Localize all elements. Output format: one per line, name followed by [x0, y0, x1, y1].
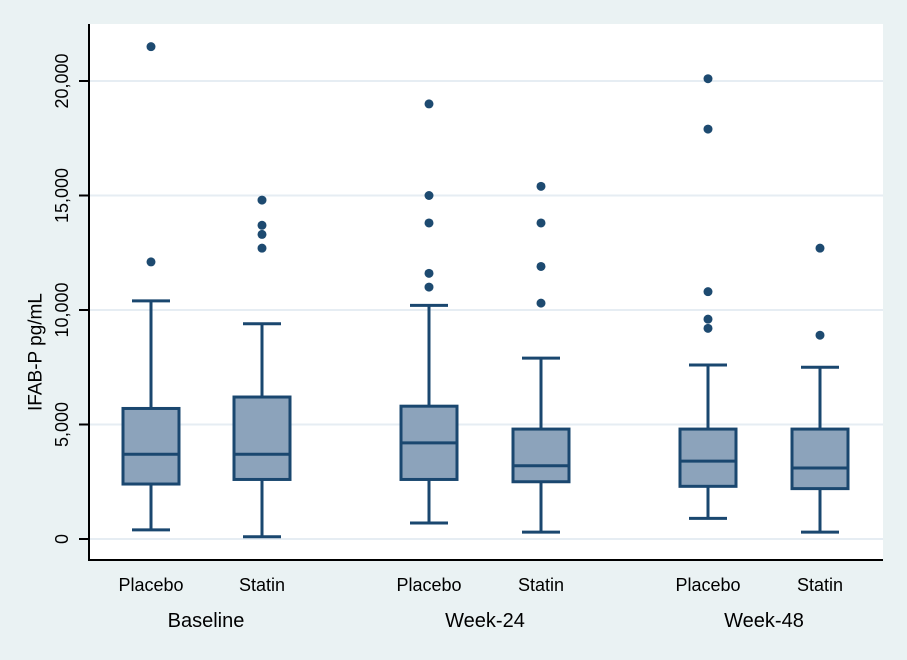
plot-area — [89, 24, 883, 560]
y-tick-label: 10,000 — [52, 282, 72, 337]
y-tick-label: 0 — [52, 534, 72, 544]
group-label-week-24: Week-24 — [445, 610, 525, 632]
outlier-point — [257, 229, 267, 239]
outlier-point — [703, 287, 713, 297]
outlier-point — [703, 323, 713, 333]
outlier-point — [703, 74, 713, 84]
y-tick-label: 5,000 — [52, 402, 72, 447]
outlier-point — [536, 298, 546, 308]
category-label-statin: Statin — [518, 575, 564, 595]
category-label-placebo: Placebo — [118, 575, 183, 595]
iqr-box — [678, 427, 738, 488]
outlier-point — [815, 243, 825, 253]
outlier-point — [536, 218, 546, 228]
iqr-box — [232, 395, 292, 481]
y-tick-label: 15,000 — [52, 168, 72, 223]
outlier-point — [815, 330, 825, 340]
outlier-point — [146, 257, 156, 267]
outlier-point — [146, 42, 156, 52]
iqr-box — [790, 427, 850, 491]
outlier-point — [536, 261, 546, 271]
outlier-point — [424, 191, 434, 200]
outlier-point — [424, 282, 434, 292]
group-label-baseline: Baseline — [168, 610, 245, 632]
outlier-point — [424, 218, 434, 228]
y-tick-label: 20,000 — [52, 53, 72, 108]
iqr-box — [121, 406, 181, 486]
category-label-placebo: Placebo — [675, 575, 740, 595]
outlier-point — [424, 99, 434, 109]
y-axis-title: IFAB-P pg/mL — [26, 293, 47, 411]
category-label-statin: Statin — [239, 575, 285, 595]
outlier-point — [424, 268, 434, 278]
outlier-point — [257, 220, 267, 230]
outlier-point — [257, 195, 267, 205]
outlier-point — [703, 124, 713, 134]
group-label-week-48: Week-48 — [724, 610, 804, 632]
iqr-box — [511, 427, 571, 484]
outlier-point — [257, 243, 267, 253]
category-label-placebo: Placebo — [396, 575, 461, 595]
outlier-point — [536, 181, 546, 191]
outlier-point — [703, 314, 713, 324]
category-label-statin: Statin — [797, 575, 843, 595]
